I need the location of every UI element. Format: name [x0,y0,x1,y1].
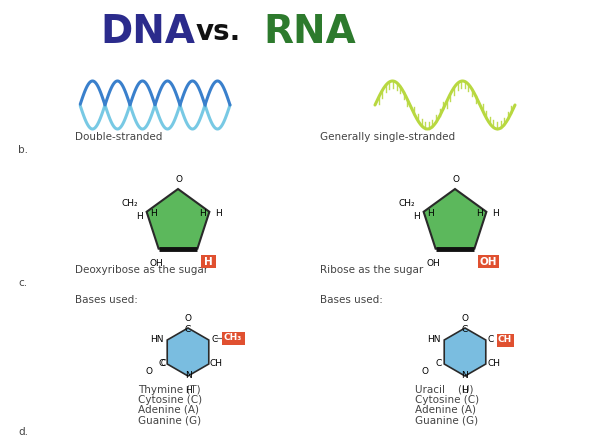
Text: Guanine (G): Guanine (G) [415,415,478,425]
Text: CH: CH [487,359,500,369]
Text: O: O [422,367,429,376]
Text: Adenine (A): Adenine (A) [138,405,199,415]
Text: Bases used:: Bases used: [320,295,383,305]
Text: O: O [185,314,191,323]
Text: CH₂: CH₂ [399,199,416,208]
Text: CH: CH [210,359,223,369]
Text: H: H [461,386,469,395]
Text: C: C [436,359,442,369]
FancyBboxPatch shape [201,255,216,268]
Text: OH: OH [479,257,497,267]
Text: Bases used:: Bases used: [75,295,138,305]
Text: Deoxyribose as the sugar: Deoxyribose as the sugar [75,265,208,275]
Text: OH: OH [150,258,163,268]
Text: O: O [145,367,152,376]
Text: CH₃: CH₃ [224,333,242,343]
Text: OH: OH [427,258,440,268]
Text: RNA: RNA [263,13,356,51]
Text: Uracil    (U): Uracil (U) [415,385,473,395]
Text: O: O [452,175,460,184]
Text: c.: c. [18,278,27,288]
Text: H: H [204,257,213,267]
Text: DNA: DNA [101,13,196,51]
Text: CH: CH [498,336,512,345]
Text: H: H [427,209,434,218]
Polygon shape [146,189,209,249]
FancyBboxPatch shape [497,333,514,346]
Text: C: C [488,336,494,345]
Text: H: H [150,209,157,218]
Text: H: H [199,209,206,218]
Text: Cytosine (C): Cytosine (C) [138,395,202,405]
Text: H: H [492,209,499,218]
Text: H: H [185,386,191,395]
Text: Ribose as the sugar: Ribose as the sugar [320,265,423,275]
Text: O: O [176,175,182,184]
Text: Cytosine (C): Cytosine (C) [415,395,479,405]
Text: Double-stranded: Double-stranded [75,132,163,142]
Polygon shape [424,189,487,249]
Text: Guanine (G): Guanine (G) [138,415,201,425]
Polygon shape [167,328,209,376]
Text: HN: HN [427,336,441,345]
Text: b.: b. [18,145,28,155]
Text: N: N [461,370,469,379]
Text: C: C [159,359,165,369]
Text: C: C [462,326,468,335]
Text: N: N [185,370,191,379]
Text: vs.: vs. [196,18,241,46]
Text: Adenine (A): Adenine (A) [415,405,476,415]
Text: d.: d. [18,427,28,437]
Text: H: H [476,209,483,218]
Text: C: C [211,336,217,345]
Text: H: H [136,212,143,221]
Text: H: H [413,212,420,221]
FancyBboxPatch shape [221,332,245,345]
FancyBboxPatch shape [478,255,499,268]
Text: C: C [185,326,191,335]
Polygon shape [444,328,486,376]
Text: C: C [160,359,166,369]
Text: CH₂: CH₂ [122,199,139,208]
Text: Thymine (T): Thymine (T) [138,385,200,395]
Text: HN: HN [151,336,164,345]
Text: Generally single-stranded: Generally single-stranded [320,132,455,142]
Text: O: O [461,314,469,323]
Text: H: H [215,209,222,218]
